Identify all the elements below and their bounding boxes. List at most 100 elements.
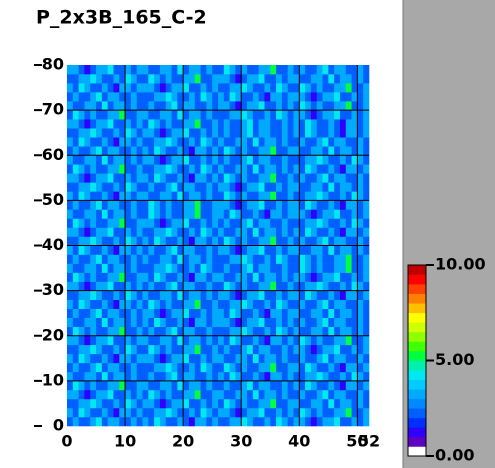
heatmap-cell: [235, 182, 242, 192]
heatmap-cell: [310, 164, 318, 174]
heatmap-cell: [183, 263, 190, 273]
heatmap-cell: [101, 191, 108, 201]
heatmap-cell: [188, 407, 196, 418]
heatmap-cell: [130, 254, 137, 264]
heatmap-cell: [119, 164, 126, 174]
heatmap-cell: [270, 335, 277, 346]
heatmap-cell: [241, 200, 248, 210]
heatmap-cell: [142, 326, 149, 337]
heatmap-cell: [334, 245, 341, 255]
heatmap-cell: [107, 164, 114, 174]
heatmap-cell: [148, 335, 155, 346]
heatmap-cell: [136, 65, 143, 75]
heatmap-cell: [316, 173, 323, 183]
heatmap-cell: [194, 398, 201, 409]
heatmap-cell: [229, 119, 236, 129]
heatmap-cell: [264, 263, 271, 273]
heatmap-cell: [310, 191, 318, 201]
heatmap-cell: [270, 209, 277, 219]
heatmap-cell: [183, 326, 190, 337]
heatmap-cell: [113, 128, 120, 138]
heatmap-cell: [316, 92, 323, 102]
heatmap-cell: [223, 290, 230, 300]
heatmap-cell: [310, 416, 318, 427]
heatmap-cell: [72, 155, 79, 165]
heatmap-cell: [107, 416, 114, 427]
heatmap-cell: [113, 119, 120, 129]
heatmap-cell: [188, 335, 196, 346]
heatmap-cell: [293, 362, 300, 373]
heatmap-cell: [200, 83, 207, 93]
heatmap-cell: [125, 389, 132, 400]
heatmap-cell: [171, 317, 178, 328]
heatmap-cell: [148, 380, 155, 391]
heatmap-cell: [142, 182, 149, 192]
heatmap-cell: [177, 317, 184, 328]
heatmap-cell: [113, 173, 120, 183]
heatmap-cell: [148, 218, 155, 228]
heatmap-cell: [101, 65, 108, 75]
heatmap-cell: [229, 290, 236, 300]
heatmap-cell: [229, 236, 236, 246]
heatmap-cell: [72, 272, 79, 282]
heatmap-cell: [183, 308, 190, 318]
heatmap-cell: [316, 164, 323, 174]
heatmap-cell: [125, 209, 132, 219]
heatmap-cell: [299, 146, 306, 156]
heatmap-cell: [159, 317, 167, 328]
heatmap-cell: [258, 335, 265, 346]
heatmap-cell: [345, 191, 352, 201]
heatmap-cell: [357, 281, 364, 291]
heatmap-cell: [200, 407, 207, 418]
heatmap-cell: [212, 389, 219, 400]
heatmap-cell: [281, 101, 288, 111]
heatmap-cell: [264, 146, 271, 156]
heatmap-cell: [90, 218, 97, 228]
heatmap-cell: [299, 362, 306, 373]
heatmap-cell: [119, 380, 126, 391]
heatmap-cell: [287, 164, 294, 174]
heatmap-cell: [363, 290, 370, 300]
heatmap-cell: [322, 101, 329, 111]
y-tick-label: 70: [42, 100, 64, 119]
heatmap-cell: [229, 389, 236, 400]
heatmap-cell: [154, 182, 161, 192]
heatmap-cell: [235, 272, 242, 282]
heatmap-cell: [293, 308, 300, 318]
heatmap-cell: [218, 128, 225, 138]
heatmap-cell: [363, 209, 370, 219]
heatmap-cell: [241, 146, 248, 156]
heatmap-cell: [188, 308, 196, 318]
heatmap-cell: [247, 398, 254, 409]
heatmap-cell: [334, 362, 341, 373]
heatmap-cell: [293, 398, 300, 409]
heatmap-cell: [357, 245, 364, 255]
heatmap-cell: [154, 155, 161, 165]
heatmap-cell: [241, 173, 248, 183]
heatmap-cell: [310, 227, 318, 237]
colorbar-band: [408, 312, 426, 323]
heatmap-cell: [305, 362, 312, 373]
heatmap-cell: [171, 119, 178, 129]
heatmap-cell: [113, 236, 120, 246]
heatmap-cell: [159, 209, 167, 219]
heatmap-cell: [351, 398, 358, 409]
heatmap-cell: [252, 182, 259, 192]
heatmap-cell: [305, 173, 312, 183]
heatmap-cell: [171, 200, 178, 210]
heatmap-cell: [177, 380, 184, 391]
heatmap-cell: [188, 290, 196, 300]
heatmap-cell: [235, 146, 242, 156]
heatmap-cell: [252, 254, 259, 264]
heatmap-cell: [276, 308, 283, 318]
heatmap-cell: [258, 362, 265, 373]
heatmap-cell: [194, 308, 201, 318]
heatmap-cell: [113, 137, 120, 147]
heatmap-cell: [357, 155, 364, 165]
heatmap-cell: [101, 335, 108, 346]
heatmap-cell: [177, 398, 184, 409]
heatmap-cell: [171, 65, 178, 75]
heatmap-cell: [316, 101, 323, 111]
heatmap-cell: [200, 245, 207, 255]
heatmap-cell: [101, 398, 108, 409]
